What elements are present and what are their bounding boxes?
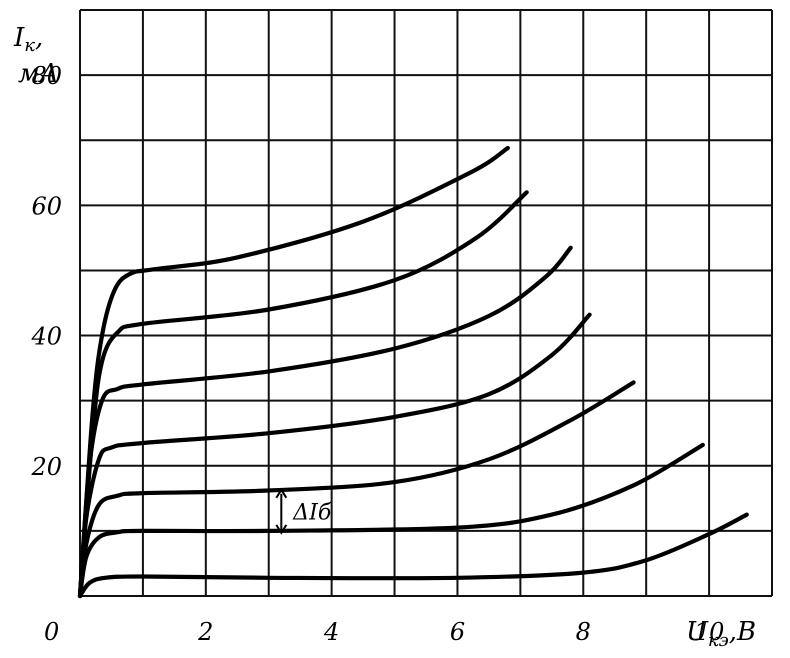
y-tick-label: 60 <box>31 192 62 220</box>
series-curve-3 <box>77 380 636 599</box>
y-axis-label: Iк, <box>13 23 43 56</box>
y-axis-label-main: I <box>13 23 25 53</box>
x-axis-label: Uкэ,В <box>686 617 756 651</box>
y-axis-unit: мА <box>18 59 59 89</box>
annotation-arrow-head-bottom <box>275 524 288 535</box>
y-tick-label: 20 <box>30 453 62 481</box>
grid <box>79 9 773 597</box>
series-curve-6 <box>77 190 529 599</box>
series-curve-4 <box>77 312 592 599</box>
origin-label: 0 <box>44 618 59 646</box>
y-tick-label: 40 <box>30 323 62 351</box>
annotation-label: ΔIб <box>292 500 332 525</box>
series-curve-1 <box>77 512 749 599</box>
x-axis-label-main: U <box>686 617 709 647</box>
y-tick-label: 80 <box>31 62 62 90</box>
series-curve-7 <box>77 145 510 599</box>
x-tick-label: 8 <box>576 618 591 646</box>
annotation-arrow-head-top <box>275 487 288 499</box>
x-tick-label: 4 <box>323 618 339 646</box>
x-axis-label-suffix: ,В <box>729 617 756 647</box>
x-tick-label: 10 <box>694 618 725 646</box>
y-axis-label-sub: к <box>24 35 35 56</box>
x-axis-label-sub: кэ <box>708 630 729 651</box>
labels: 0 Iк, мА Uкэ,В 2 4 6 8 10 20 40 60 80 <box>13 23 756 651</box>
annotation-delta-ib: ΔIб <box>275 487 332 535</box>
curves <box>77 145 749 599</box>
y-axis-label-suffix: , <box>35 23 43 53</box>
x-tick-label: 6 <box>450 618 465 646</box>
x-tick-label: 2 <box>197 618 213 646</box>
series-curve-2 <box>77 442 705 599</box>
